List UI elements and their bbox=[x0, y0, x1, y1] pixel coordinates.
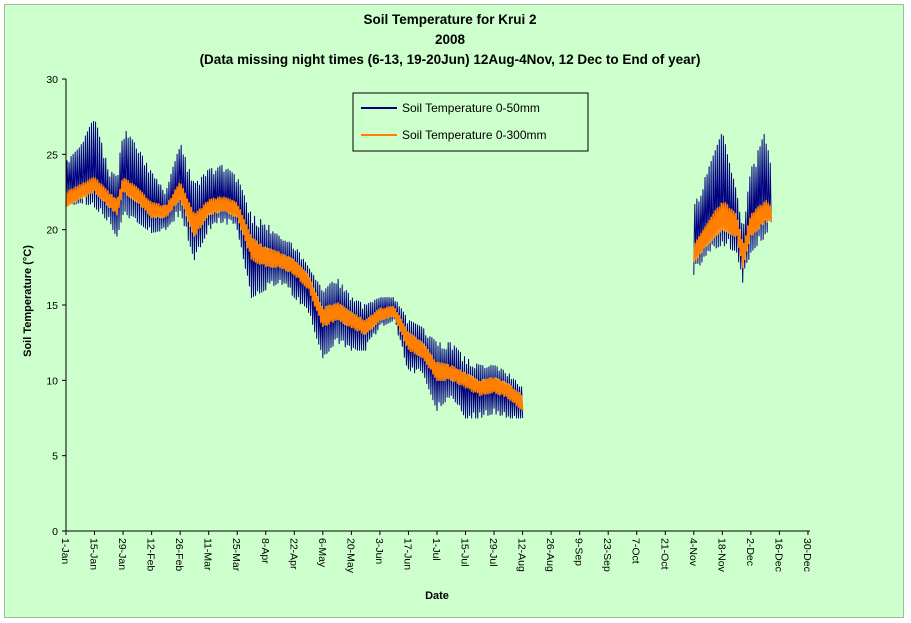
y-axis-title: Soil Temperature (°C) bbox=[22, 245, 34, 357]
x-tick-label: 7-Oct bbox=[630, 538, 642, 564]
series-line-0-300mm-segment-2 bbox=[693, 199, 773, 269]
y-tick-label: 15 bbox=[46, 300, 58, 312]
x-tick-label: 26-Aug bbox=[544, 538, 556, 572]
x-tick-label: 29-Jul bbox=[487, 538, 499, 567]
x-tick-label: 18-Nov bbox=[715, 538, 727, 573]
x-tick-label: 30-Dec bbox=[801, 538, 813, 572]
series-line-0-50mm-segment-2 bbox=[693, 133, 772, 283]
x-tick-label: 1-Jan bbox=[59, 538, 71, 564]
legend-label-0-300mm: Soil Temperature 0-300mm bbox=[402, 128, 547, 142]
x-tick-label: 29-Jan bbox=[116, 538, 128, 570]
y-tick-label: 5 bbox=[52, 451, 58, 463]
chart-subtitle: (Data missing night times (6-13, 19-20Ju… bbox=[200, 52, 701, 67]
x-tick-label: 26-Feb bbox=[173, 538, 185, 571]
x-tick-label: 23-Sep bbox=[601, 538, 613, 572]
plot-background bbox=[66, 79, 810, 531]
x-tick-label: 21-Oct bbox=[658, 538, 670, 570]
x-tick-label: 8-Apr bbox=[259, 538, 271, 564]
x-tick-label: 11-Mar bbox=[202, 538, 214, 571]
series-line-0-300mm-segment-1 bbox=[65, 176, 524, 411]
x-tick-label: 3-Jun bbox=[373, 538, 385, 564]
y-tick-label: 30 bbox=[46, 74, 58, 86]
legend-box bbox=[352, 92, 589, 152]
plot-area bbox=[66, 79, 810, 531]
chart-svg: Soil Temperature for Krui 2 2008 (Data m… bbox=[22, 12, 813, 602]
legend: Soil Temperature 0-50mm Soil Temperature… bbox=[352, 92, 589, 152]
x-tick-label: 16-Dec bbox=[772, 538, 784, 572]
y-tick-label: 10 bbox=[46, 375, 58, 387]
x-tick-label: 2-Dec bbox=[744, 538, 756, 566]
chart-year: 2008 bbox=[435, 32, 466, 47]
x-tick-label: 1-Jul bbox=[430, 538, 442, 561]
x-tick-label: 9-Sep bbox=[573, 538, 585, 566]
x-tick-label: 17-Jun bbox=[401, 538, 413, 570]
axes: 0 5 10 15 20 25 30 1-Jan 15-Jan 29-Jan 12-Feb 26-Fe… bbox=[46, 74, 813, 574]
y-tick-label: 0 bbox=[52, 526, 58, 538]
legend-label-0-50mm: Soil Temperature 0-50mm bbox=[402, 101, 540, 115]
x-axis-title: Date bbox=[425, 590, 449, 602]
chart-title: Soil Temperature for Krui 2 bbox=[363, 12, 536, 27]
x-tick-label: 25-Mar bbox=[230, 538, 242, 572]
x-tick-label: 12-Aug bbox=[516, 538, 528, 572]
x-tick-label: 20-May bbox=[344, 538, 356, 574]
chart-area: Soil Temperature for Krui 2 2008 (Data m… bbox=[4, 4, 904, 618]
y-tick-label: 25 bbox=[46, 149, 58, 161]
y-tick-label: 20 bbox=[46, 225, 58, 237]
x-tick-label: 15-Jul bbox=[459, 538, 471, 567]
x-tick-label: 6-May bbox=[316, 538, 328, 568]
x-tick-label: 12-Feb bbox=[145, 538, 157, 571]
x-tick-label: 4-Nov bbox=[687, 538, 699, 567]
x-tick-label: 15-Jan bbox=[88, 538, 100, 570]
x-tick-label: 22-Apr bbox=[287, 538, 299, 570]
series-layer bbox=[65, 120, 773, 419]
